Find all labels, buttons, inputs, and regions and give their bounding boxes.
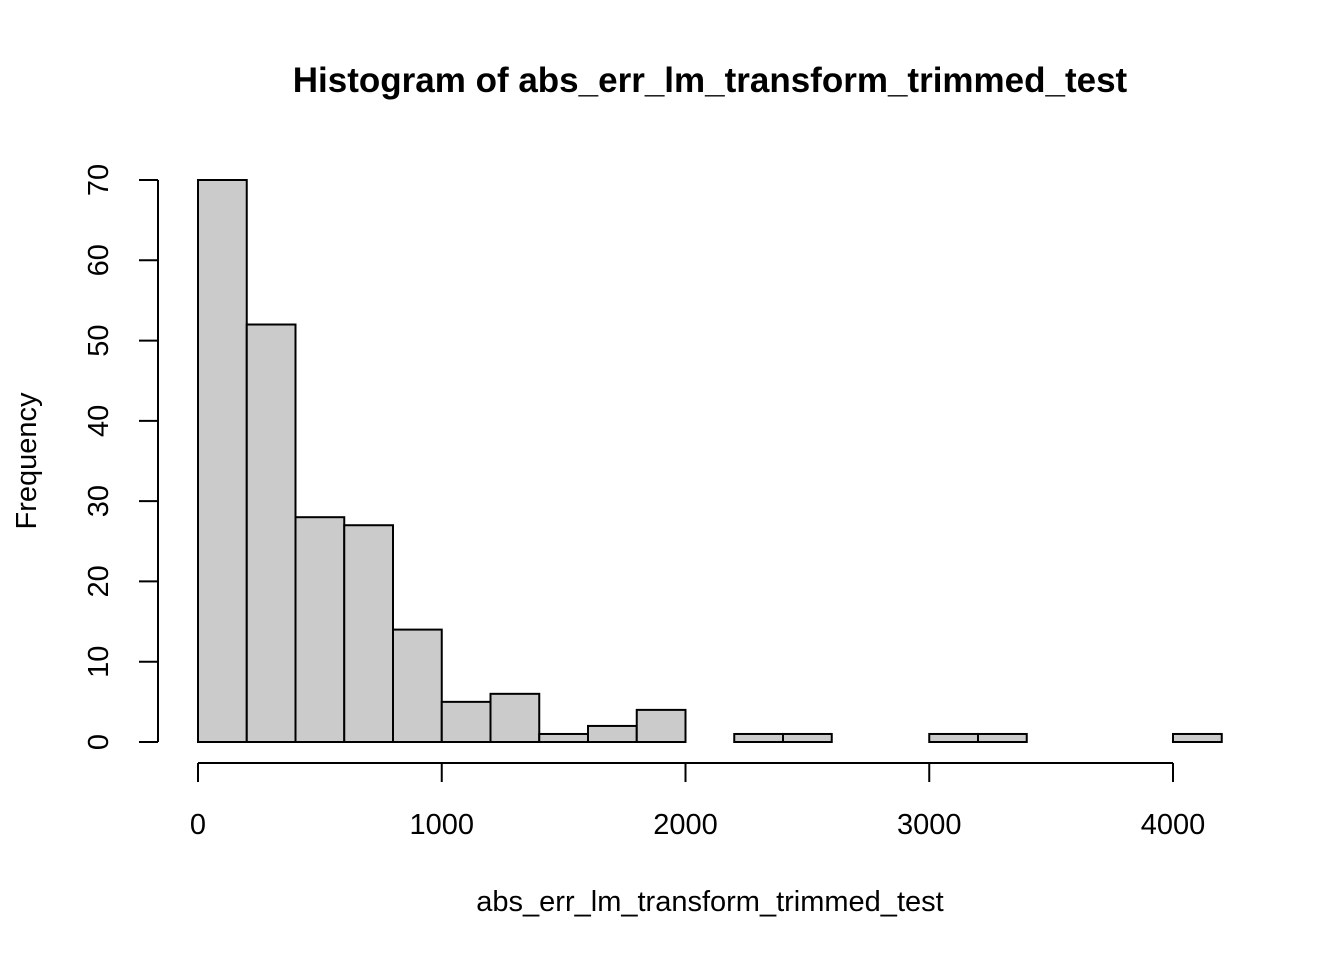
histogram-bar xyxy=(392,628,443,743)
histogram-bar xyxy=(782,732,833,744)
y-tick-label: 70 xyxy=(83,164,115,196)
x-tick-label: 0 xyxy=(190,809,206,841)
histogram-bar xyxy=(733,732,784,744)
histogram-bar xyxy=(635,708,687,744)
histogram-bar xyxy=(245,323,297,743)
chart-title: Histogram of abs_err_lm_transform_trimme… xyxy=(293,61,1128,100)
y-tick-label: 30 xyxy=(83,485,115,517)
histogram-bar xyxy=(197,179,248,743)
histogram-bar xyxy=(294,516,346,744)
histogram-bar xyxy=(587,724,638,744)
x-tick-label: 1000 xyxy=(409,809,474,841)
x-axis: 0 1000 2000 3000 4000 xyxy=(190,762,1206,841)
x-tick-label: 4000 xyxy=(1141,809,1206,841)
histogram-bar xyxy=(1172,732,1223,744)
x-axis-label: abs_err_lm_transform_trimmed_test xyxy=(476,886,943,918)
y-tick-label: 40 xyxy=(83,405,115,437)
x-tick-label: 2000 xyxy=(653,809,718,841)
y-tick-label: 50 xyxy=(83,324,115,356)
y-axis-label: Frequency xyxy=(11,392,43,530)
histogram-bar xyxy=(440,700,492,743)
histogram-bar xyxy=(489,692,541,743)
y-axis: 0 10 20 30 40 50 60 70 xyxy=(83,164,159,750)
y-tick-label: 10 xyxy=(83,646,115,678)
y-tick-label: 60 xyxy=(83,244,115,276)
histogram-bar xyxy=(538,732,589,744)
y-tick-label: 20 xyxy=(83,565,115,597)
histogram-bar xyxy=(343,524,394,743)
histogram-bar xyxy=(977,732,1028,744)
y-tick-label: 0 xyxy=(83,734,115,750)
x-tick-label: 3000 xyxy=(897,809,962,841)
bars-group xyxy=(197,179,1223,744)
histogram-bar xyxy=(928,732,979,744)
